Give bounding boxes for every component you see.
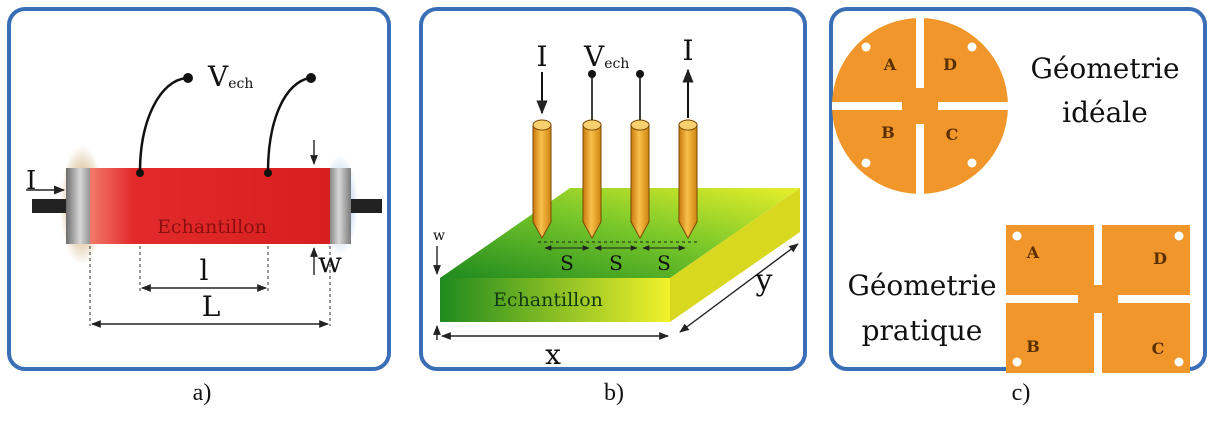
y-label: y: [755, 263, 773, 298]
practical-title-line2: pratique: [862, 314, 983, 347]
practical-contact-a: A: [1026, 243, 1040, 262]
voltage-sub-a: ech: [228, 76, 253, 92]
practical-contact-dot-c: [1174, 357, 1184, 367]
thickness-label-a: w: [318, 246, 342, 279]
panel-c: A D B C Géometrie idéale A D B C Géometr…: [829, 7, 1207, 373]
ideal-contact-c: C: [946, 125, 959, 144]
probe-2: [582, 119, 602, 240]
panel-a: Echantillon Vech I w l L: [7, 7, 391, 371]
ideal-contact-b: B: [881, 123, 895, 142]
practical-contact-d: D: [1153, 249, 1167, 268]
voltage-lead-left: [138, 76, 188, 173]
ideal-contact-dot-a: [861, 42, 871, 52]
left-terminal: [32, 199, 74, 213]
probe-4: [678, 119, 698, 240]
probe-3: [630, 119, 650, 240]
slab-top-face: [440, 188, 800, 278]
voltage-lead-left-dot: [183, 73, 193, 83]
voltage-label-b: Vech: [583, 40, 629, 73]
current-in-label: I: [536, 40, 547, 73]
left-end-cap: [66, 168, 94, 244]
y-dimension: [679, 243, 799, 333]
voltage-lead-right-dot: [306, 73, 316, 83]
outer-length-label: L: [202, 290, 221, 323]
inner-length-label: l: [200, 254, 209, 287]
spacing-label-2: S: [609, 251, 623, 275]
voltage-main-b: V: [583, 40, 605, 73]
ideal-contact-a: A: [883, 55, 897, 74]
probe-1: [532, 119, 552, 240]
spacing-label-1: S: [560, 251, 574, 275]
practical-contact-dot-a: [1012, 231, 1022, 241]
spacing-label-3: S: [657, 251, 671, 275]
ideal-contact-d: D: [943, 55, 957, 74]
practical-contact-b: B: [1026, 337, 1040, 356]
slab-front-face: [440, 278, 670, 322]
voltage-pin-3-dot: [636, 70, 644, 78]
sample-label: Echantillon: [157, 216, 267, 238]
thickness-label-b: w: [433, 228, 445, 244]
practical-contact-dot-b: [1012, 357, 1022, 367]
x-label: x: [545, 338, 561, 371]
practical-geometry-shape: [1006, 225, 1190, 373]
ideal-contact-dot-c: [967, 158, 977, 168]
caption-b: b): [604, 380, 624, 406]
slab-sample-label: Echantillon: [493, 289, 603, 311]
voltage-lead-right: [266, 76, 311, 173]
practical-contact-c: C: [1152, 339, 1165, 358]
contact-point-left: [136, 169, 144, 177]
voltage-pin-2-dot: [588, 70, 596, 78]
ideal-title-line1: Géometrie: [1030, 52, 1179, 85]
current-label-a: I: [26, 166, 36, 196]
panel-b: Echantillon I Vech I: [419, 7, 807, 371]
right-end-cap: [327, 168, 351, 244]
voltage-label-a: Vech: [207, 60, 253, 93]
current-out-label: I: [682, 34, 693, 67]
caption-a: a): [192, 380, 212, 406]
caption-c: c): [1011, 380, 1031, 406]
sample-bar-red: [90, 168, 330, 244]
ideal-geometry-shape: [832, 18, 1008, 194]
practical-title-line1: Géometrie: [847, 269, 996, 302]
voltage-sub-b: ech: [604, 56, 629, 72]
ideal-contact-dot-b: [861, 158, 871, 168]
voltage-main-a: V: [207, 60, 229, 93]
practical-contact-dot-d: [1174, 231, 1184, 241]
ideal-contact-dot-d: [967, 42, 977, 52]
ideal-title-line2: idéale: [1062, 96, 1148, 129]
right-terminal: [348, 199, 382, 213]
contact-point-right: [264, 169, 272, 177]
